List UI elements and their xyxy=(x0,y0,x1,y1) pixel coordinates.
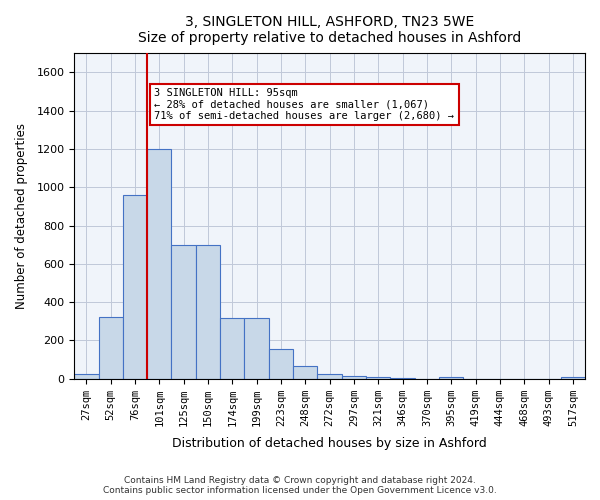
Bar xyxy=(366,377,391,378)
X-axis label: Distribution of detached houses by size in Ashford: Distribution of detached houses by size … xyxy=(172,437,487,450)
Bar xyxy=(123,195,147,378)
Bar xyxy=(220,318,244,378)
Text: Contains HM Land Registry data © Crown copyright and database right 2024.
Contai: Contains HM Land Registry data © Crown c… xyxy=(103,476,497,495)
Bar xyxy=(342,376,366,378)
Bar xyxy=(147,149,172,378)
Bar xyxy=(439,377,463,378)
Bar xyxy=(172,244,196,378)
Bar xyxy=(98,318,123,378)
Bar xyxy=(317,374,342,378)
Title: 3, SINGLETON HILL, ASHFORD, TN23 5WE
Size of property relative to detached house: 3, SINGLETON HILL, ASHFORD, TN23 5WE Siz… xyxy=(138,15,521,45)
Bar xyxy=(244,318,269,378)
Bar xyxy=(560,377,585,378)
Bar xyxy=(196,244,220,378)
Bar xyxy=(269,349,293,378)
Text: 3 SINGLETON HILL: 95sqm
← 28% of detached houses are smaller (1,067)
71% of semi: 3 SINGLETON HILL: 95sqm ← 28% of detache… xyxy=(154,88,454,121)
Y-axis label: Number of detached properties: Number of detached properties xyxy=(15,123,28,309)
Bar xyxy=(293,366,317,378)
Bar xyxy=(74,374,98,378)
